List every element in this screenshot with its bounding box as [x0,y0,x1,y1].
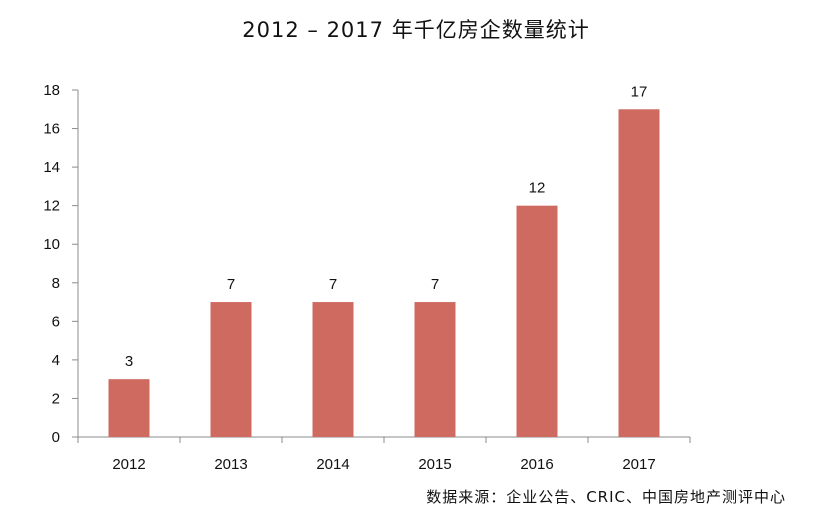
bar-2014 [312,302,354,437]
data-label-2016: 12 [529,180,546,197]
chart-title: 2012 – 2017 年千亿房企数量统计 [242,18,590,42]
bar-2016 [516,205,558,437]
x-tick-label: 2017 [622,456,655,473]
y-tick-label: 2 [52,390,60,407]
data-label-2013: 7 [227,276,235,293]
y-tick-label: 12 [43,198,60,215]
y-tick-label: 4 [52,352,60,369]
y-tick-label: 16 [43,121,60,138]
y-tick-label: 18 [43,82,60,99]
y-tick-label: 8 [52,275,60,292]
y-tick-label: 14 [43,159,60,176]
y-tick-label: 0 [52,429,60,446]
data-label-2017: 17 [631,83,648,100]
bar-2017 [618,109,660,438]
x-tick-label: 2012 [112,456,145,473]
data-label-2014: 7 [329,276,337,293]
y-tick-label: 6 [52,313,60,330]
bar-2015 [414,302,456,437]
x-tick-label: 2016 [520,456,553,473]
data-label-2012: 3 [125,353,133,370]
bar-2013 [210,302,252,437]
y-tick-label: 10 [43,236,60,253]
x-tick-label: 2013 [214,456,247,473]
x-tick-label: 2015 [418,456,451,473]
source-note: 数据来源：企业公告、CRIC、中国房地产测评中心 [426,488,786,506]
x-tick-label: 2014 [316,456,349,473]
data-label-2015: 7 [431,276,439,293]
bar-2012 [108,379,150,437]
